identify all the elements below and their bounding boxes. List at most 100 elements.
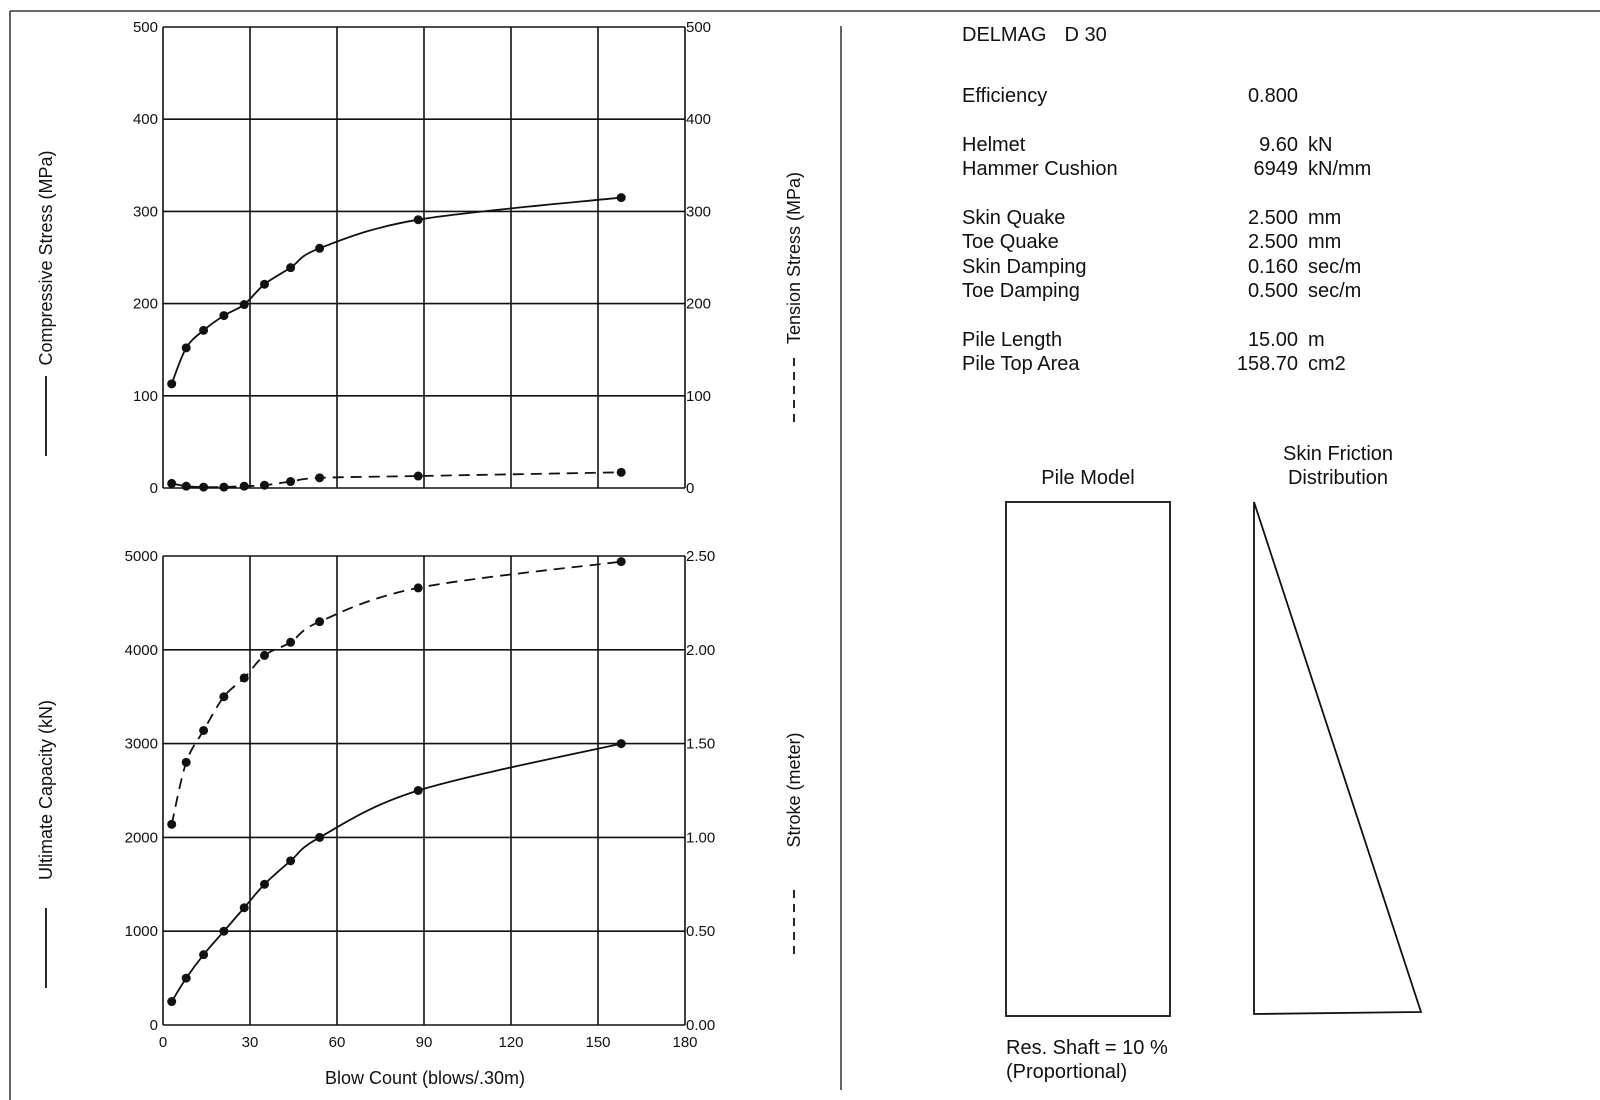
data-point: [199, 950, 209, 960]
y-tick-label-right: 400: [686, 111, 711, 128]
data-point: [286, 637, 296, 647]
data-point: [167, 478, 177, 488]
stress-chart: 0 100 200 300 400 500 0 100 200 300 400 500 Compress…: [36, 19, 804, 497]
y-tick-label-right: 500: [686, 19, 711, 36]
property-value: 0.500: [1247, 280, 1298, 302]
property-label: Skin Quake: [962, 206, 1066, 229]
property-label: Efficiency: [962, 85, 1048, 107]
skin-friction-triangle: [1253, 501, 1423, 1015]
toe-damping-row: Toe Damping 0.500 sec/m: [962, 279, 1482, 304]
y-tick-label-right: 300: [686, 203, 711, 220]
data-point: [239, 903, 249, 913]
y-tick-label-left: 400: [133, 111, 158, 128]
y-tick-label-right: 2.00: [686, 642, 715, 659]
x-tick-label: 60: [329, 1034, 346, 1051]
data-point: [260, 650, 269, 660]
property-unit: mm: [1308, 231, 1342, 253]
y-tick-label-right: 0: [686, 480, 694, 497]
data-point: [219, 482, 229, 492]
y-tick-label-left: 0: [150, 1017, 158, 1034]
property-label: Pile Top Area: [962, 353, 1080, 375]
data-point: [413, 471, 423, 481]
data-point: [181, 757, 191, 767]
pile-model-rectangle: [1005, 501, 1171, 1017]
property-unit: sec/m: [1308, 255, 1362, 278]
pile-diagrams: [1005, 501, 1423, 1017]
x-tick-label: 90: [416, 1034, 433, 1051]
y-tick-label-right: 100: [686, 388, 711, 405]
data-point: [167, 997, 177, 1007]
data-point: [239, 673, 249, 683]
x-tick-label: 120: [498, 1034, 523, 1051]
property-value: 0.160: [1247, 255, 1298, 278]
property-value: 15.00: [1247, 328, 1298, 351]
property-value: 9.60: [1259, 133, 1298, 156]
data-point: [260, 480, 269, 490]
property-value: 2.500: [1247, 231, 1298, 253]
skin-friction-label: Skin Friction Distribution: [1228, 442, 1448, 490]
skin-friction-label-line2: Distribution: [1287, 467, 1389, 489]
y-tick-label-left: 3000: [125, 736, 158, 753]
property-label: Pile Length: [962, 328, 1063, 351]
data-point: [315, 473, 325, 483]
y-tick-label-left: 100: [133, 388, 158, 405]
property-unit: cm2: [1308, 353, 1346, 375]
property-unit: sec/m: [1308, 280, 1362, 302]
data-point: [616, 467, 626, 477]
data-point: [286, 263, 296, 273]
residual-shaft-line1: Res. Shaft = 10 %: [1006, 1037, 1168, 1059]
pile-model-label: Pile Model: [1041, 467, 1135, 489]
efficiency-row: Efficiency 0.800: [962, 84, 1482, 109]
property-label: Helmet: [962, 133, 1026, 156]
property-value: 2.500: [1247, 206, 1298, 229]
residual-shaft-note: Res. Shaft = 10 % (Proportional): [1006, 1036, 1168, 1084]
x-axis-title: Blow Count (blows/.30m): [325, 1068, 525, 1088]
data-point: [315, 243, 325, 253]
property-label: Toe Damping: [962, 280, 1080, 302]
y-tick-label-left: 4000: [125, 642, 158, 659]
property-unit: mm: [1308, 206, 1342, 229]
property-label: Toe Quake: [962, 231, 1059, 253]
data-point: [219, 926, 229, 936]
data-point: [260, 279, 269, 289]
data-point: [199, 725, 209, 735]
data-point: [219, 692, 229, 702]
data-point: [413, 215, 423, 225]
solid-series-line: [170, 196, 622, 385]
y-tick-label-right: 200: [686, 296, 711, 313]
data-point: [616, 739, 626, 749]
hammer-cushion-row: Hammer Cushion 6949 kN/mm: [962, 157, 1482, 182]
y-tick-label-right: 1.50: [686, 736, 715, 753]
y-tick-label-left: 300: [133, 203, 158, 220]
property-value: 6949: [1253, 158, 1299, 180]
data-point: [167, 819, 177, 829]
y-axis-title-right: Stroke (meter): [784, 732, 804, 847]
dashed-series-line: [170, 560, 622, 825]
y-tick-label-right: 0.00: [686, 1017, 715, 1034]
skin-friction-label-line1: Skin Friction: [1282, 443, 1394, 465]
y-tick-label-left: 200: [133, 296, 158, 313]
property-unit: kN/mm: [1308, 158, 1372, 180]
data-point: [286, 477, 296, 487]
solid-series-line: [170, 742, 622, 1003]
y-axis-title-right: Tension Stress (MPa): [784, 172, 804, 344]
data-point: [239, 300, 249, 310]
skin-damping-row: Skin Damping 0.160 sec/m: [962, 255, 1482, 280]
data-point: [219, 311, 229, 321]
dashed-series-line: [171, 471, 622, 489]
helmet-row: Helmet 9.60 kN: [962, 133, 1482, 158]
capacity-chart: 0 1000 2000 3000 4000 5000 0.00 0.50 1.00 1.50 2.0…: [36, 548, 804, 1088]
data-point: [199, 325, 209, 335]
property-unit: m: [1308, 328, 1325, 351]
hammer-model: D 30: [1064, 24, 1107, 46]
y-tick-label-right: 0.50: [686, 923, 715, 940]
y-tick-label-left: 500: [133, 19, 158, 36]
hammer-info-panel: DELMAG D 30 Efficiency 0.800 Helmet 9.60 …: [962, 24, 1482, 377]
property-label: Skin Damping: [962, 255, 1087, 278]
x-tick-label: 0: [159, 1034, 167, 1051]
y-axis-title-left: Compressive Stress (MPa): [36, 150, 56, 365]
x-tick-label: 30: [242, 1034, 259, 1051]
data-point: [616, 193, 626, 203]
data-point: [181, 973, 191, 983]
